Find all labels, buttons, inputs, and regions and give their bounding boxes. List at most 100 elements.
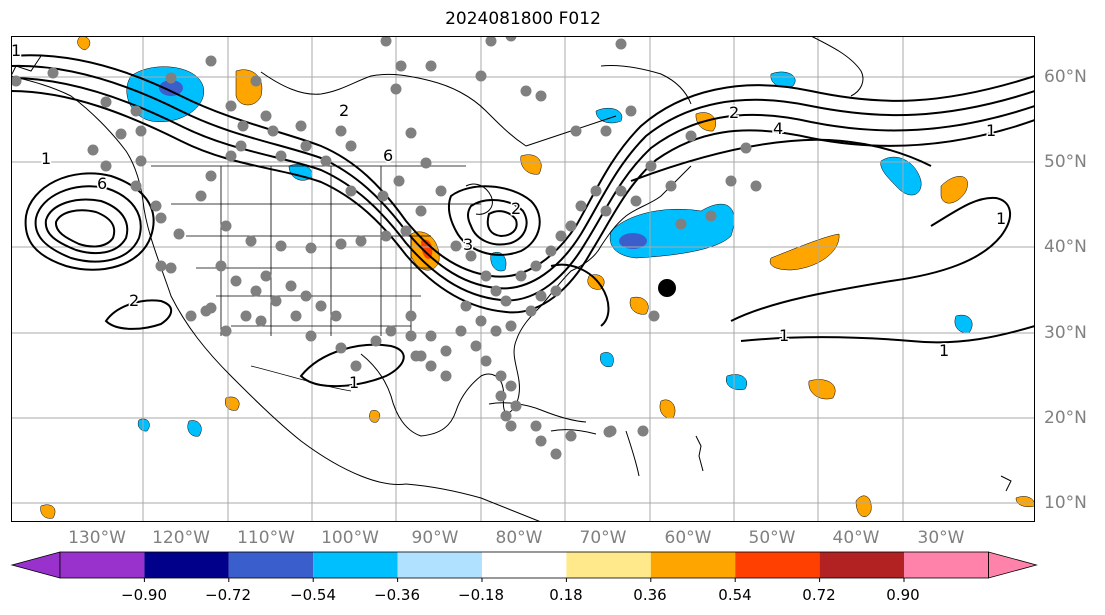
station-dot [275,240,287,252]
station-dot [390,83,402,95]
station-dot [600,205,612,217]
station-dot [260,270,272,282]
station-dot [505,420,517,432]
station-dot [305,330,317,342]
colorbar-segment [482,552,567,578]
station-dot [335,125,347,137]
lon-label: 70°W [579,528,627,548]
station-dot [87,144,99,156]
station-dot [665,180,677,192]
station-dot [637,425,649,437]
station-dot [515,270,527,282]
graticule [11,36,1035,522]
weather-map: 1 1 1 1 1 1 1 2 2 2 2 3 4 6 6 [11,36,1035,522]
colorbar-tick-label: −0.36 [374,586,420,604]
station-dot [625,105,637,117]
colorbar-segment [904,552,989,578]
map-title: 2024081800 F012 [445,9,601,29]
contour-label: 1 [11,41,21,60]
station-dot [380,230,392,242]
station-dot [545,245,557,257]
station-dot [100,160,112,172]
lon-label: 130°W [68,528,126,548]
station-dot [300,290,312,302]
station-dot [425,330,437,342]
colorbar-segment [735,552,820,578]
station-dot [255,315,267,327]
colorbar-segment [60,552,145,578]
colorbar-tick-label: −0.18 [458,586,504,604]
station-dot [250,75,262,87]
station-dot [395,60,407,72]
station-dot [155,260,167,272]
contour-label: 3 [463,235,473,254]
station-dot [510,400,522,412]
station-dot [490,325,502,337]
station-dot [320,155,332,167]
station-markers [11,36,762,460]
station-dot [475,315,487,327]
station-dot [237,120,249,132]
station-dot [570,125,582,137]
contour-label: 1 [939,341,949,360]
station-dot [315,300,327,312]
station-dot [230,275,242,287]
colorbar-segment [228,552,314,578]
lat-label: 30°N [1044,323,1087,343]
colorbar-extend-low [10,551,61,579]
contour-label: 1 [986,121,996,140]
station-dot [267,125,279,137]
station-dot [505,380,517,392]
station-dot [475,70,487,82]
station-dot [648,310,660,322]
station-dot [440,345,452,357]
station-dot [393,175,405,187]
station-dot [405,310,417,322]
station-dot [555,230,567,242]
station-dot [150,200,162,212]
station-dot [725,175,737,187]
station-dot [490,285,502,297]
station-dot [405,127,417,139]
station-dot [185,310,197,322]
station-dot [460,300,472,312]
station-dot [115,128,127,140]
station-dot [225,100,237,112]
station-dot [47,67,59,79]
station-dot [565,430,577,442]
station-dot [11,75,22,87]
contour-label: 1 [349,373,359,392]
station-dot [135,125,147,137]
station-dot [425,60,437,72]
station-dot [385,325,397,337]
lon-label: 50°W [748,528,796,548]
contour-label: 2 [729,103,739,122]
station-dot [165,72,177,84]
colorbar-segment [144,552,229,578]
station-dot [500,410,512,422]
lat-label: 50°N [1044,152,1087,172]
station-dot [205,55,217,67]
lon-label: 90°W [411,528,459,548]
station-dot [130,105,142,117]
station-dot [520,85,532,97]
station-dot [495,370,507,382]
contour-label: 2 [129,291,139,310]
lon-label: 80°W [495,528,543,548]
station-dot [260,110,272,122]
colorbar [10,551,1038,582]
station-dot [603,426,615,438]
station-dot [410,350,422,362]
station-dot [200,305,212,317]
contour-labels: 1 1 1 1 1 1 1 2 2 2 2 3 4 6 6 [11,40,1008,394]
station-dot [285,280,297,292]
station-dot [530,260,542,272]
station-dot [155,212,167,224]
shaded-anomalies [40,36,1035,519]
station-dot [505,36,517,42]
coastlines [11,36,1012,522]
station-dot [275,150,287,162]
contour-label: 4 [773,119,783,138]
station-dot [173,228,185,240]
station-dot [245,235,257,247]
